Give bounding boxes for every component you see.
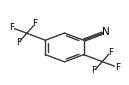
Text: F: F xyxy=(16,38,21,47)
Text: F: F xyxy=(32,19,38,28)
Text: F: F xyxy=(115,63,120,72)
Text: N: N xyxy=(102,27,110,37)
Text: F: F xyxy=(91,66,97,75)
Text: F: F xyxy=(9,23,14,32)
Text: F: F xyxy=(108,48,113,57)
